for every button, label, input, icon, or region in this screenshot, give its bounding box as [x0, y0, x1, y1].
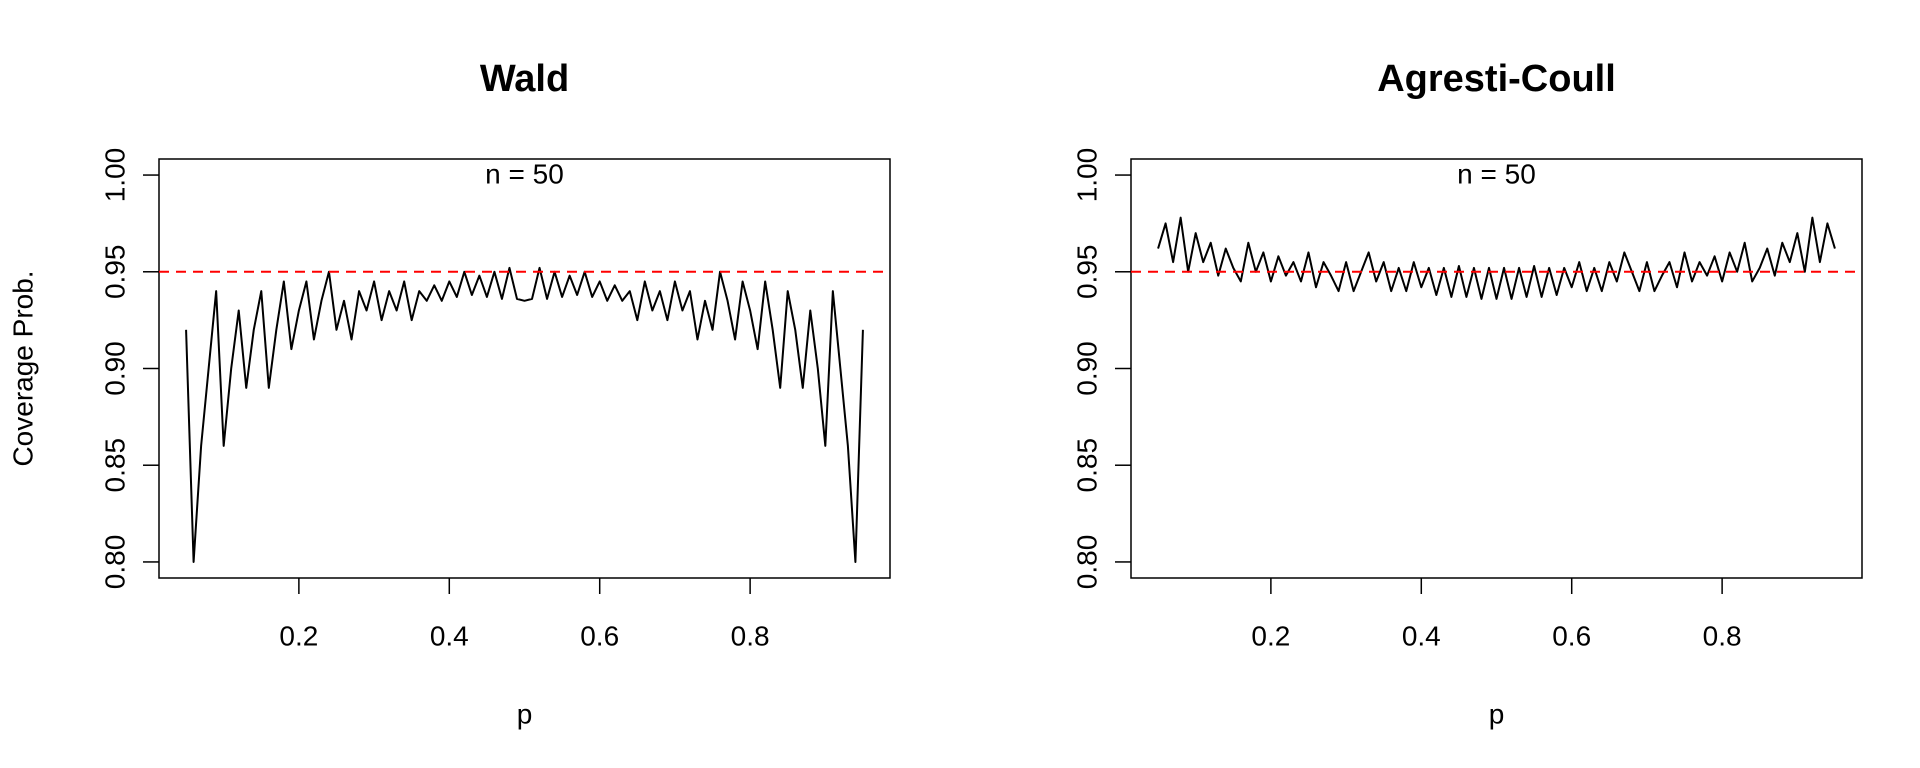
y-tick-label: 0.80 — [99, 535, 130, 590]
x-tick-label: 0.4 — [430, 620, 469, 651]
x-tick-label: 0.2 — [279, 620, 318, 651]
data-line — [1157, 216, 1836, 300]
x-axis-label: p — [517, 698, 533, 729]
chart-title: Agresti-Coull — [1377, 58, 1616, 100]
x-tick-label: 0.2 — [1251, 620, 1290, 651]
y-tick-label: 0.95 — [99, 245, 130, 300]
x-tick-label: 0.6 — [1552, 620, 1591, 651]
x-tick-label: 0.6 — [580, 620, 619, 651]
y-tick-label: 0.90 — [1071, 341, 1102, 396]
y-tick-label: 1.00 — [1071, 148, 1102, 203]
y-tick-label: 0.90 — [99, 341, 130, 396]
y-tick-label: 0.85 — [99, 438, 130, 493]
y-axis-label: Coverage Prob. — [7, 270, 38, 466]
plot-box — [158, 158, 891, 579]
x-tick-label: 0.4 — [1402, 620, 1441, 651]
x-tick-label: 0.8 — [731, 620, 770, 651]
y-tick-label: 1.00 — [99, 148, 130, 203]
data-line — [185, 266, 864, 563]
x-axis-label: p — [1489, 698, 1505, 729]
x-tick-label: 0.8 — [1703, 620, 1742, 651]
annotation: n = 50 — [485, 158, 564, 189]
y-tick-label: 0.95 — [1071, 245, 1102, 300]
annotation: n = 50 — [1457, 158, 1536, 189]
y-tick-label: 0.80 — [1071, 535, 1102, 590]
chart-title: Wald — [480, 58, 569, 100]
plot-box — [1130, 158, 1863, 579]
y-tick-label: 0.85 — [1071, 438, 1102, 493]
